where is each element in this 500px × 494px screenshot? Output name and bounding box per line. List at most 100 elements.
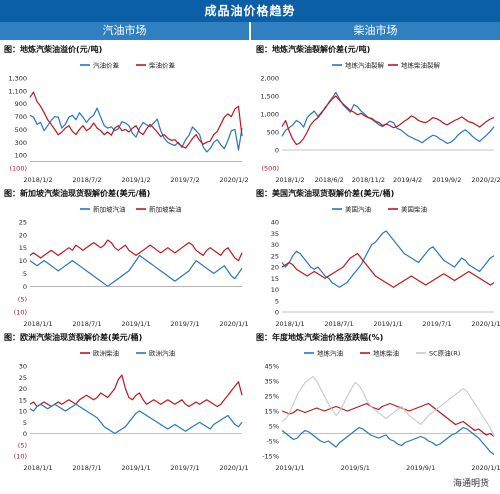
y-tick-label: (100)	[10, 165, 27, 173]
x-tick-label: 2018/6/2	[315, 176, 344, 184]
series-line-3	[281, 375, 495, 437]
y-tick-label: 20	[19, 385, 27, 393]
y-tick-label: -15%	[262, 453, 279, 461]
y-tick-label: 5	[275, 297, 279, 305]
y-tick-label: 10	[19, 408, 27, 416]
y-tick-label: (10)	[14, 309, 27, 317]
chart-svg: (500) 0 500 1,000 1,500 2,000 2018/1/2 2018/6/2…	[260, 61, 500, 185]
x-tick-label: 2018/7/2	[72, 176, 101, 184]
y-tick-label: 5%	[269, 423, 279, 431]
y-tick-label: 35	[271, 230, 279, 238]
chart-svg: 0 5 10 15 20 25 30 35 40 2018/1/1 2018/7/1 2019/1/1…	[271, 205, 500, 329]
y-tick-label: 15	[19, 396, 27, 404]
chart-title: 图：地炼汽柴油溢价(元/吨)	[4, 45, 103, 54]
x-tick-label: 2019/4/2	[393, 176, 422, 184]
y-tick-label: 20	[271, 264, 279, 272]
y-tick-label: 5	[23, 270, 27, 278]
y-tick-label: 500	[267, 129, 279, 137]
x-tick-label: 2018/1/1	[23, 320, 52, 328]
chart-panel-2: 图：地炼汽柴油裂解价差(元/吨) (500) 0 500 1,000 1,500 2,000…	[252, 44, 500, 192]
y-tick-label: (5)	[18, 296, 27, 304]
x-tick-label: 2018/7/1	[324, 320, 353, 328]
chart-svg: (100) 100 300 500 700 900 1,100 1,300 2018/1/2 20…	[8, 61, 248, 185]
y-tick-label: 45%	[265, 363, 279, 371]
y-tick-label: 15	[19, 244, 27, 252]
y-tick-label: 5	[23, 419, 27, 427]
y-tick-label: (5)	[18, 441, 27, 449]
x-tick-label: 2019/1/2	[121, 176, 150, 184]
y-tick-label: 25	[19, 374, 27, 382]
x-tick-label: 2019/1/1	[121, 464, 150, 472]
legend-label: 地炼柴油裂解	[401, 61, 441, 70]
y-tick-label: 2,000	[260, 75, 279, 83]
chart-title: 图：欧洲汽柴油现货裂解价差(美元/桶)	[4, 333, 143, 342]
x-tick-label: 2020/1/2	[219, 176, 248, 184]
x-tick-label: 2019/7/1	[422, 320, 451, 328]
y-tick-label: 35%	[265, 378, 279, 386]
y-tick-label: 300	[15, 139, 27, 147]
x-tick-label: 2019/5/1	[341, 464, 370, 472]
series-line-1	[29, 107, 243, 153]
series-line-1	[29, 254, 243, 287]
y-tick-label: 0	[23, 430, 27, 438]
x-tick-label: 2020/1/1	[219, 320, 248, 328]
y-tick-label: 40	[271, 219, 279, 227]
legend-label: 欧洲柴油	[93, 349, 119, 358]
y-tick-label: 1,100	[8, 87, 27, 95]
y-tick-label: 15	[271, 275, 279, 283]
chart-svg: (10) (5) 0 5 10 15 20 25 2018/1/1 2018/7/1 2019/1/…	[14, 205, 248, 329]
legend-label: 新加坡汽油	[93, 205, 126, 214]
y-tick-label: 1,300	[8, 75, 27, 83]
x-tick-label: 2020/1/1	[219, 464, 248, 472]
series-line-2	[281, 252, 495, 288]
chart-panel-5: 图：欧洲汽柴油现货裂解价差(美元/桶) (10) (5) 0 5 10 15 20 25 30 20…	[0, 332, 248, 480]
legend-label: SC原油(R)	[429, 349, 460, 358]
watermark: 海通明货	[449, 475, 492, 490]
x-tick-label: 2019/1/1	[373, 320, 402, 328]
y-tick-label: 0	[23, 283, 27, 291]
x-tick-label: 2018/1/1	[23, 464, 52, 472]
y-tick-label: 100	[15, 152, 27, 160]
x-tick-label: 2020/1/1	[471, 320, 500, 328]
chart-svg: -15% -5% 5% 15% 25% 35% 45% 2019/1/1 2019/5/1 201…	[262, 349, 500, 473]
y-tick-label: 0	[275, 309, 279, 317]
y-tick-label: 0	[275, 147, 279, 155]
y-tick-label: 10	[19, 257, 27, 265]
legend-label: 美国汽油	[345, 205, 371, 214]
y-tick-label: 30	[271, 241, 279, 249]
series-line-1	[29, 374, 243, 408]
y-tick-label: 30	[19, 363, 27, 371]
y-tick-label: 25%	[265, 393, 279, 401]
section-diesel: 柴油市场	[251, 22, 500, 40]
chart-panel-3: 图：新加坡汽柴油现货裂解价差(美元/桶) (10) (5) 0 5 10 15 20 25 201…	[0, 188, 248, 336]
x-tick-label: 2018/1/2	[275, 176, 304, 184]
legend-label: 汽油价差	[93, 61, 120, 70]
y-tick-label: 20	[19, 231, 27, 239]
x-tick-label: 2019/9/2	[432, 176, 461, 184]
series-line-1	[281, 91, 495, 145]
legend-label: 地炼柴油	[373, 349, 399, 358]
x-tick-label: 2018/7/1	[72, 464, 101, 472]
y-tick-label: (500)	[262, 165, 279, 173]
series-line-2	[281, 402, 495, 437]
y-tick-label: 500	[15, 126, 27, 134]
legend-label: 新加坡柴油	[149, 205, 182, 214]
x-tick-label: 2019/7/1	[170, 320, 199, 328]
x-tick-label: 2020/1/1	[471, 464, 500, 472]
y-tick-label: (10)	[14, 453, 27, 461]
x-tick-label: 2019/9/1	[406, 464, 435, 472]
series-line-1	[281, 426, 495, 455]
y-tick-label: 1,000	[260, 111, 279, 119]
x-tick-label: 2019/1/1	[275, 464, 304, 472]
x-tick-label: 2018/1/1	[275, 320, 304, 328]
x-tick-label: 2019/1/1	[121, 320, 150, 328]
series-line-2	[281, 95, 495, 146]
series-line-2	[29, 239, 243, 262]
x-tick-label: 2018/11/2	[352, 176, 385, 184]
y-tick-label: -5%	[266, 438, 279, 446]
y-tick-label: 700	[15, 113, 27, 121]
legend-label: 美国柴油	[401, 205, 427, 214]
chart-panel-4: 图：美国汽柴油现货裂解价差(美元/桶) 0 5 10 15 20 25 30 35 40 2018/…	[252, 188, 500, 336]
chart-svg: (10) (5) 0 5 10 15 20 25 30 2018/1/1 2018/7/1 2019/…	[14, 349, 248, 473]
y-tick-label: 25	[271, 252, 279, 260]
